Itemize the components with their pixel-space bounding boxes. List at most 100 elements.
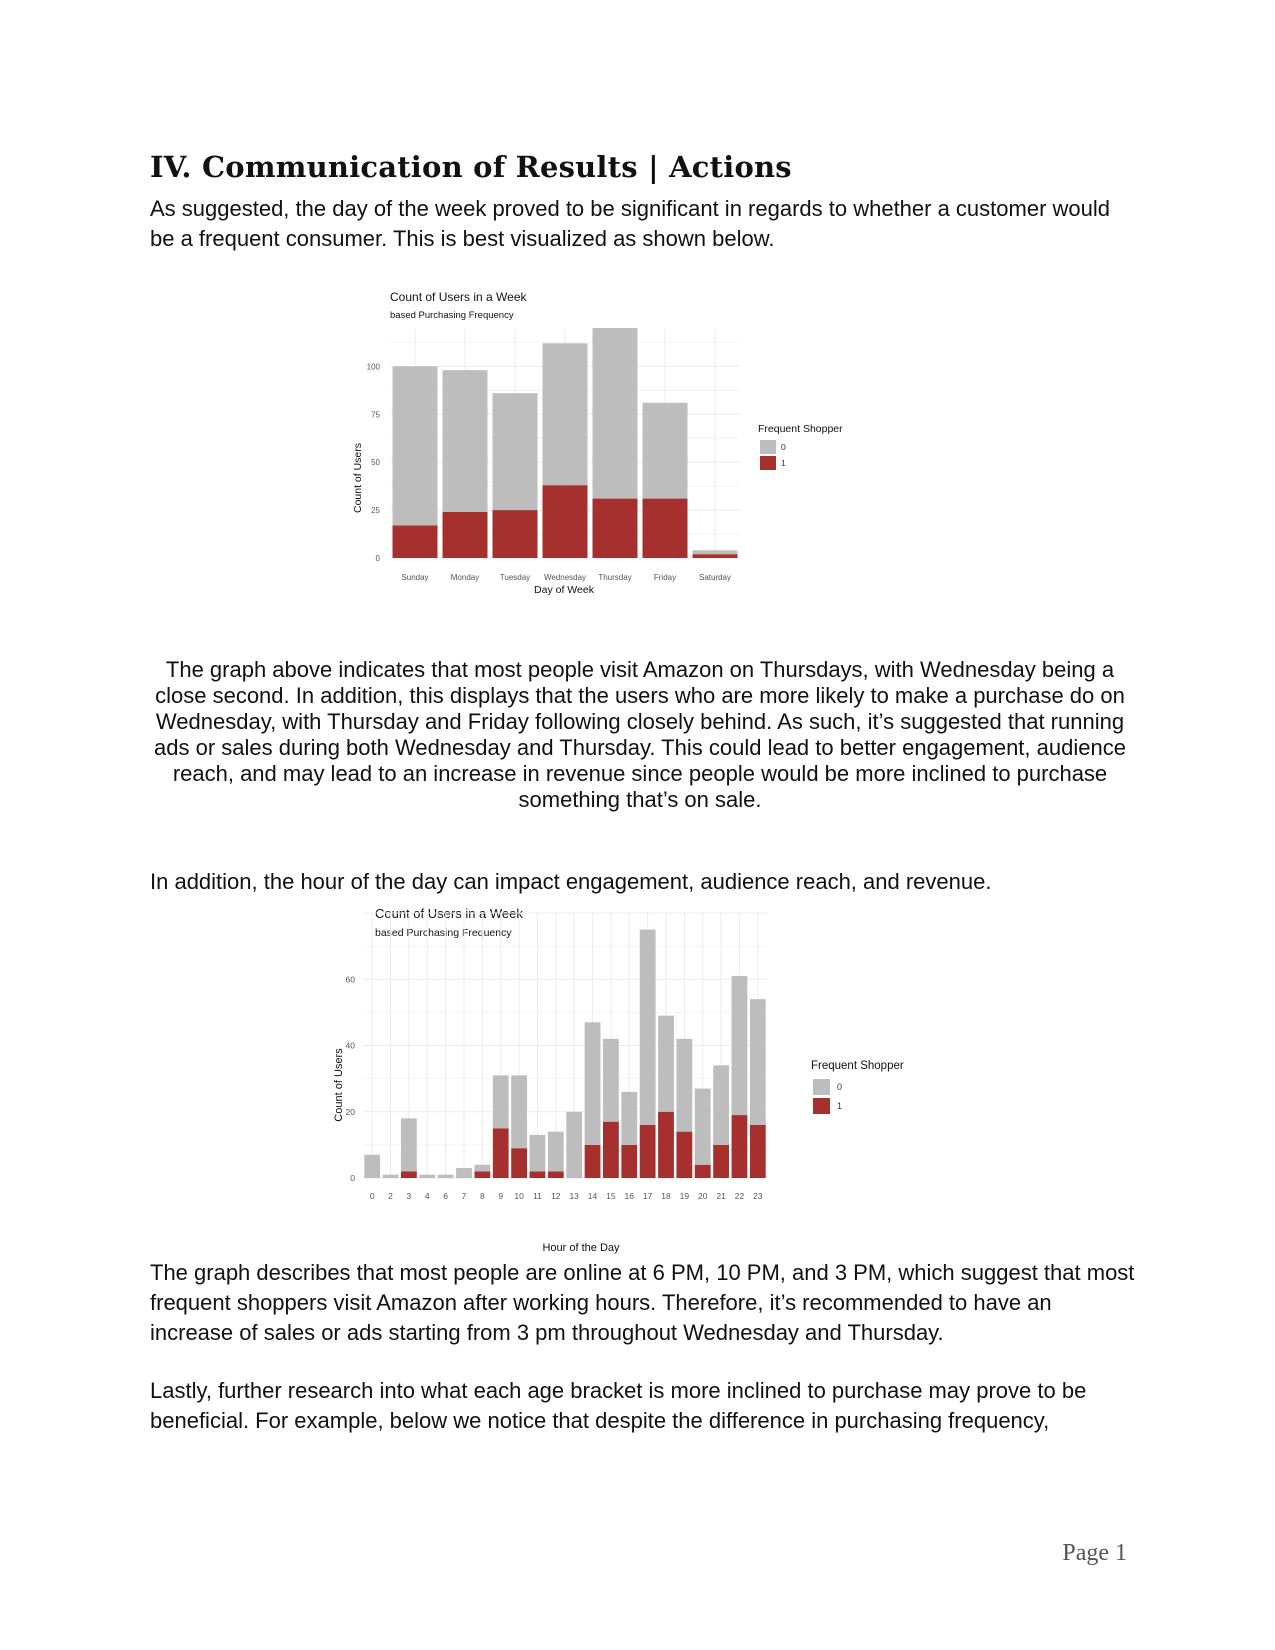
chart2-legend-label-1: 1 <box>837 1101 842 1111</box>
x-tick-label: 4 <box>425 1191 430 1201</box>
hour-bar-15-series-0 <box>603 1038 619 1122</box>
x-tick-label: 20 <box>698 1191 708 1201</box>
hour-bar-8-series-1 <box>474 1171 491 1178</box>
x-tick-label: 13 <box>569 1191 579 1201</box>
hour-bar-3-series-1 <box>401 1171 417 1178</box>
day-bar-thursday-series-1 <box>592 498 638 558</box>
x-tick-label: 19 <box>680 1191 690 1201</box>
x-tick-label: Sunday <box>401 573 428 582</box>
chart2-y-axis-label: Count of Users <box>333 1048 345 1122</box>
hour-bar-20-series-1 <box>694 1164 711 1178</box>
hour-bar-19-series-1 <box>676 1131 693 1178</box>
y-tick-label: 40 <box>346 1041 356 1051</box>
chart1-y-ticks: 0 25 50 75 100 <box>367 362 381 563</box>
day-bar-tuesday-series-1 <box>492 510 538 558</box>
hour-bar-4-series-0 <box>419 1174 436 1178</box>
day-bar-monday-series-1 <box>442 512 488 558</box>
day-of-week-chart-svg: Count of Users in a Week based Purchasin… <box>352 290 843 596</box>
y-tick-label: 25 <box>371 506 380 515</box>
x-tick-label: Saturday <box>699 573 731 582</box>
hour-bar-14-series-0 <box>584 1022 601 1145</box>
page-number: Page 1 <box>1062 1540 1127 1566</box>
section-heading: IV. Communication of Results | Actions <box>150 150 792 184</box>
day-bar-sunday-series-1 <box>392 525 438 558</box>
hour-bar-2-series-0 <box>382 1174 399 1178</box>
hour-bar-7-series-0 <box>456 1168 472 1178</box>
chart1-legend: Frequent Shopper 0 1 <box>758 423 843 470</box>
x-tick-label: 23 <box>753 1191 763 1201</box>
x-tick-label: 9 <box>498 1191 503 1201</box>
chart2-legend: Frequent Shopper 0 1 <box>811 1060 904 1114</box>
hour-bar-23-series-0 <box>749 999 766 1125</box>
day-bar-friday-series-0 <box>642 402 688 499</box>
hour-bar-18-series-0 <box>658 1015 674 1112</box>
hour-bar-8-series-0 <box>474 1164 491 1172</box>
chart1-x-axis-label: Day of Week <box>534 584 595 596</box>
chart1-legend-label-1: 1 <box>781 458 786 468</box>
chart1-legend-swatch-1 <box>760 456 776 470</box>
day-bar-wednesday-series-0 <box>542 343 588 486</box>
hour-bar-21-series-1 <box>713 1144 729 1178</box>
x-tick-label: Tuesday <box>500 573 530 582</box>
hour-bar-3-series-0 <box>401 1118 417 1172</box>
hour-bar-22-series-0 <box>731 975 748 1116</box>
x-tick-label: Friday <box>654 573 676 582</box>
y-tick-label: 100 <box>367 362 381 371</box>
x-tick-label: 17 <box>643 1191 653 1201</box>
closing-paragraph: Lastly, further research into what each … <box>150 1378 1087 1433</box>
x-tick-label: 8 <box>480 1191 485 1201</box>
hour-bar-17-series-1 <box>639 1125 656 1178</box>
hour-bar-17-series-0 <box>639 929 656 1125</box>
hour-bar-11-series-0 <box>529 1134 546 1172</box>
day-bar-saturday-series-1 <box>692 554 738 558</box>
chart1-legend-label-0: 0 <box>781 442 786 452</box>
hour-bar-20-series-0 <box>694 1088 711 1165</box>
y-tick-label: 0 <box>350 1173 355 1183</box>
hour-of-day-chart: Count of Users in a Week based Purchasin… <box>325 903 945 1263</box>
x-tick-label: Monday <box>451 573 479 582</box>
chart2-bars <box>364 929 766 1178</box>
hour-bar-9-series-1 <box>492 1128 509 1178</box>
y-tick-label: 0 <box>376 554 381 563</box>
x-tick-label: 15 <box>606 1191 616 1201</box>
y-tick-label: 50 <box>371 458 380 467</box>
chart2-legend-swatch-1 <box>813 1098 830 1114</box>
day-bar-saturday-series-0 <box>692 550 738 555</box>
x-tick-label: 3 <box>407 1191 412 1201</box>
day-bar-thursday-series-0 <box>592 328 638 499</box>
chart2-legend-label-0: 0 <box>837 1082 842 1092</box>
x-tick-label: 12 <box>551 1191 561 1201</box>
chart1-subtitle: based Purchasing Frequency <box>390 310 514 321</box>
day-bar-tuesday-series-0 <box>492 393 538 511</box>
x-tick-label: 16 <box>625 1191 635 1201</box>
day-of-week-chart: Count of Users in a Week based Purchasin… <box>350 288 870 608</box>
day-bar-friday-series-1 <box>642 498 688 558</box>
x-tick-label: 11 <box>533 1191 542 1201</box>
hour-bar-14-series-1 <box>584 1144 601 1178</box>
hour-bar-19-series-0 <box>676 1038 693 1132</box>
day-bar-sunday-series-0 <box>392 366 438 526</box>
chart2-legend-title: Frequent Shopper <box>811 1060 904 1072</box>
intro-paragraph: As suggested, the day of the week proved… <box>150 196 1110 251</box>
x-tick-label: 21 <box>716 1191 726 1201</box>
day-bar-wednesday-series-1 <box>542 485 588 558</box>
x-tick-label: 18 <box>661 1191 671 1201</box>
hour-bar-12-series-0 <box>547 1131 564 1172</box>
hour-bar-10-series-0 <box>511 1075 527 1149</box>
hour-bar-22-series-1 <box>731 1115 748 1178</box>
x-tick-label: 22 <box>735 1191 745 1201</box>
chart2-y-ticks: 0 20 40 60 <box>346 974 356 1183</box>
x-tick-label: 7 <box>462 1191 467 1201</box>
x-tick-label: Thursday <box>598 573 631 582</box>
chart1-x-ticks: Sunday Monday Tuesday Wednesday Thursday Frid… <box>401 573 731 582</box>
x-tick-label: 14 <box>588 1191 598 1201</box>
y-tick-label: 75 <box>371 410 380 419</box>
hour-analysis-paragraph: The graph describes that most people are… <box>150 1260 1135 1345</box>
x-tick-label: 10 <box>514 1191 524 1201</box>
hour-intro-paragraph: In addition, the hour of the day can imp… <box>150 869 992 894</box>
chart2-subtitle: based Purchasing Frequency <box>375 927 512 939</box>
hour-of-day-chart-svg: Count of Users in a Week based Purchasin… <box>333 906 904 1254</box>
chart1-y-axis-label: Count of Users <box>352 443 364 513</box>
x-tick-label: 0 <box>370 1191 375 1201</box>
x-tick-label: 2 <box>388 1191 393 1201</box>
